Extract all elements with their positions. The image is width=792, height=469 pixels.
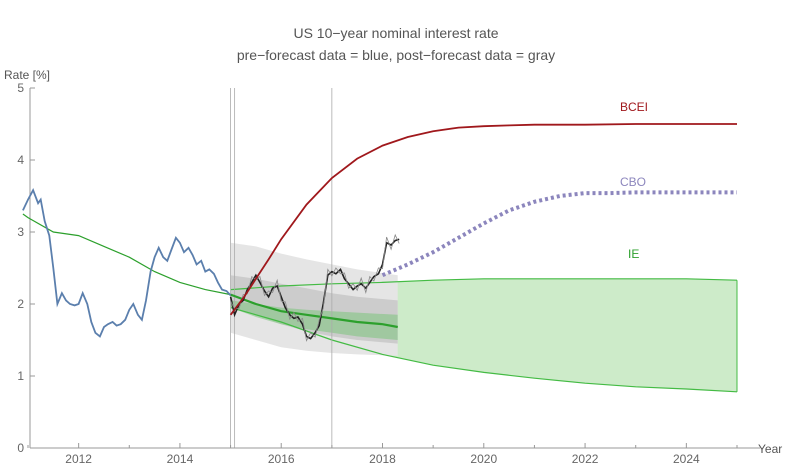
post-forecast-daily-line [230, 233, 400, 342]
x-tick-label: 2012 [65, 452, 92, 466]
bcei-label: BCEI [620, 100, 648, 114]
x-axis-label: Year [758, 442, 782, 456]
y-tick-label: 0 [17, 441, 24, 455]
post-forecast-line [229, 238, 400, 340]
cbo-line [381, 190, 737, 278]
x-tick-label: 2018 [369, 452, 396, 466]
x-tick-label: 2014 [167, 452, 194, 466]
ie-line-forecast [230, 293, 398, 329]
chart-title: US 10−year nominal interest rate [293, 25, 498, 41]
plot-area: 2012 2014 2016 2018 2020 2022 2024 0 1 2 3 4 5 BCEI CB… [17, 81, 760, 466]
x-tick-label: 2020 [470, 452, 497, 466]
y-tick-label: 3 [17, 225, 24, 239]
y-tick-label: 5 [17, 81, 24, 95]
bcei-line [229, 123, 737, 316]
chart-subtitle: pre−forecast data = blue, post−forecast … [237, 47, 555, 63]
x-tick-label: 2024 [673, 452, 700, 466]
ie-upper-edge [230, 278, 738, 291]
y-axis-label: Rate [%] [4, 68, 50, 82]
x-tick-label: 2016 [268, 452, 295, 466]
cbo-label: CBO [620, 175, 646, 189]
inner-green-band [230, 300, 398, 340]
y-tick-label: 1 [17, 369, 24, 383]
y-tick-label: 2 [17, 297, 24, 311]
pre-forecast-line [22, 188, 232, 338]
y-tick-label: 4 [17, 153, 24, 167]
ie-label: IE [628, 247, 639, 261]
x-tick-label: 2022 [572, 452, 599, 466]
